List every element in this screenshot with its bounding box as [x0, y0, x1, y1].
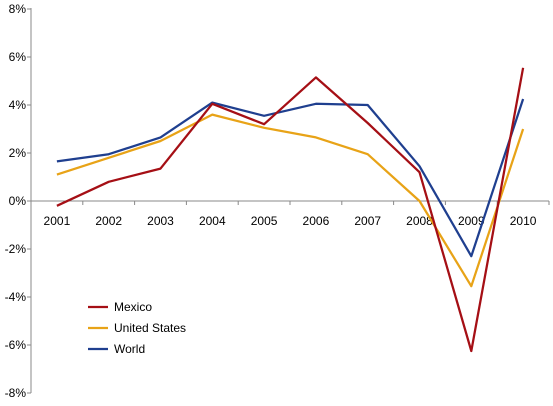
x-tick-label: 2008	[406, 214, 433, 228]
axes	[27, 8, 550, 394]
series-line-world	[56, 98, 525, 258]
legend-label-united-states: United States	[114, 321, 186, 335]
x-tick-label: 2010	[510, 214, 537, 228]
x-tick-label: 2001	[44, 214, 71, 228]
series-lines	[56, 67, 525, 353]
y-tick-label: -8%	[5, 386, 27, 400]
legend-label-world: World	[114, 342, 145, 356]
x-axis-tick-labels: 2001 2002 2003 2004 2005 2006 2007 2008 2009 2010	[44, 214, 537, 228]
y-tick-label: 4%	[9, 98, 27, 112]
y-axis-tick-labels: -8% -6% -4% -2% 0% 2% 4% 6% 8%	[5, 2, 27, 400]
y-tick-label: 6%	[9, 50, 27, 64]
y-tick-label: -6%	[5, 338, 27, 352]
x-tick-label: 2002	[95, 214, 122, 228]
series-line-mexico	[56, 67, 525, 353]
y-tick-label: -2%	[5, 242, 27, 256]
legend: Mexico United States World	[88, 300, 186, 356]
x-tick-label: 2007	[354, 214, 381, 228]
series-line-united-states	[56, 113, 525, 288]
x-tick-label: 2005	[251, 214, 278, 228]
y-tick-label: 0%	[9, 194, 27, 208]
legend-label-mexico: Mexico	[114, 300, 152, 314]
x-tick-label: 2009	[458, 214, 485, 228]
y-tick-label: 2%	[9, 146, 27, 160]
y-tick-label: 8%	[9, 2, 27, 16]
y-tick-label: -4%	[5, 290, 27, 304]
x-tick-label: 2003	[147, 214, 174, 228]
x-tick-label: 2004	[199, 214, 226, 228]
x-tick-label: 2006	[303, 214, 330, 228]
